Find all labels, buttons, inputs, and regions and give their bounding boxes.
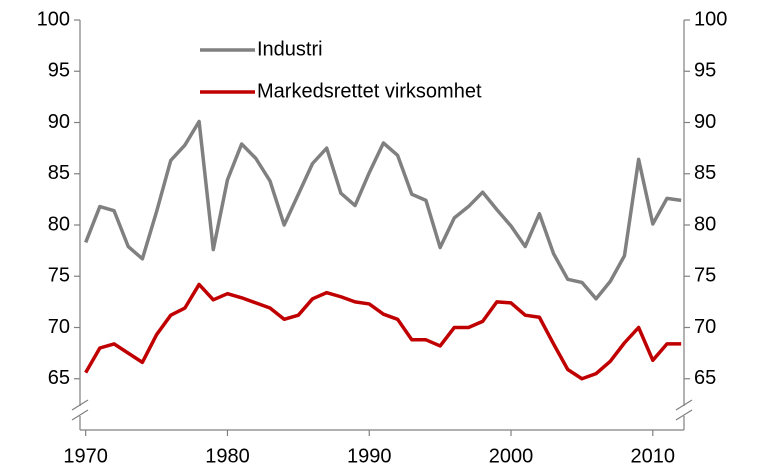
y2-tick-label: 90 (694, 111, 716, 133)
y2-tick-label: 95 (694, 60, 716, 82)
y-tick-label: 70 (48, 316, 70, 338)
y-tick-label: 90 (48, 111, 70, 133)
legend-label: Industri (257, 38, 323, 60)
y2-tick-label: 70 (694, 316, 716, 338)
y-tick-label: 100 (37, 8, 70, 30)
y-tick-label: 65 (48, 367, 70, 389)
x-tick-label: 1990 (347, 445, 392, 467)
y-tick-label: 80 (48, 213, 70, 235)
legend-label: Markedsrettet virksomhet (257, 80, 482, 102)
y2-tick-label: 80 (694, 213, 716, 235)
y2-tick-label: 75 (694, 265, 716, 287)
y2-tick-label: 65 (694, 367, 716, 389)
x-tick-label: 2000 (489, 445, 534, 467)
x-tick-label: 1980 (205, 445, 250, 467)
y-tick-label: 85 (48, 162, 70, 184)
series-line (84, 119, 682, 301)
axis-break (71, 399, 89, 421)
y2-tick-label: 100 (694, 8, 727, 30)
y-tick-label: 95 (48, 60, 70, 82)
x-tick-label: 1970 (63, 445, 108, 467)
x-tick-label: 2010 (631, 445, 676, 467)
axis-break (675, 399, 693, 421)
series-line (84, 282, 682, 381)
y2-tick-label: 85 (694, 162, 716, 184)
y-tick-label: 75 (48, 265, 70, 287)
